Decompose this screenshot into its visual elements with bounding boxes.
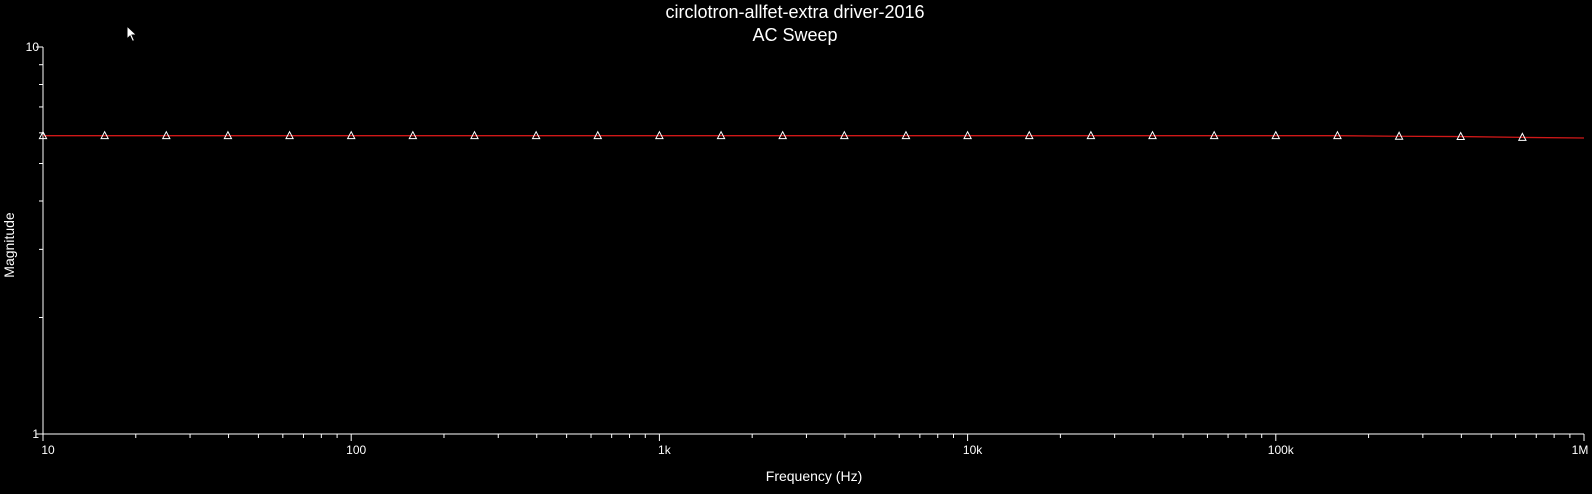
y-tick-label: 1 xyxy=(32,427,39,441)
data-point-marker xyxy=(778,130,788,140)
series-line xyxy=(43,135,1585,139)
data-point-marker xyxy=(1209,130,1219,140)
data-point-marker xyxy=(1271,130,1281,140)
y-tick-label: 10 xyxy=(26,40,40,54)
y-axis-label: Magnitude xyxy=(1,212,17,278)
data-point-marker xyxy=(1086,130,1096,140)
data-point-marker xyxy=(100,130,110,140)
data-point-marker xyxy=(901,130,911,140)
data-point-marker xyxy=(839,130,849,140)
x-axis-label: Frequency (Hz) xyxy=(766,468,862,484)
chart-title: circlotron-allfet-extra driver-2016 xyxy=(665,2,924,22)
data-point-marker xyxy=(470,130,479,140)
series-layer xyxy=(38,130,1585,141)
data-point-marker xyxy=(1024,130,1034,140)
data-point-marker xyxy=(654,130,664,140)
data-point-marker xyxy=(1456,131,1466,141)
data-point-marker xyxy=(285,130,294,140)
x-tick-label: 10k xyxy=(963,443,983,457)
data-point-marker xyxy=(38,130,48,140)
data-point-marker xyxy=(1148,130,1157,140)
axes xyxy=(36,46,1585,441)
data-point-marker xyxy=(963,130,973,140)
text-layer: circlotron-allfet-extra driver-2016 AC S… xyxy=(1,2,1588,484)
data-point-marker xyxy=(223,130,233,140)
data-point-marker xyxy=(1517,132,1527,141)
data-point-marker xyxy=(408,130,418,140)
data-point-marker xyxy=(716,130,726,140)
data-point-marker xyxy=(161,130,171,140)
data-point-marker xyxy=(593,130,603,140)
data-point-marker xyxy=(1333,130,1342,140)
mouse-pointer-icon xyxy=(126,25,138,43)
chart-subtitle: AC Sweep xyxy=(752,25,837,45)
data-point-marker xyxy=(1394,131,1404,140)
data-point-marker xyxy=(346,130,356,140)
x-tick-label: 1k xyxy=(658,443,672,457)
data-point-marker xyxy=(531,130,541,140)
x-tick-label: 1M xyxy=(1572,443,1589,457)
x-tick-label: 10 xyxy=(41,443,55,457)
x-tick-label: 100k xyxy=(1268,443,1295,457)
x-tick-label: 100 xyxy=(346,443,366,457)
